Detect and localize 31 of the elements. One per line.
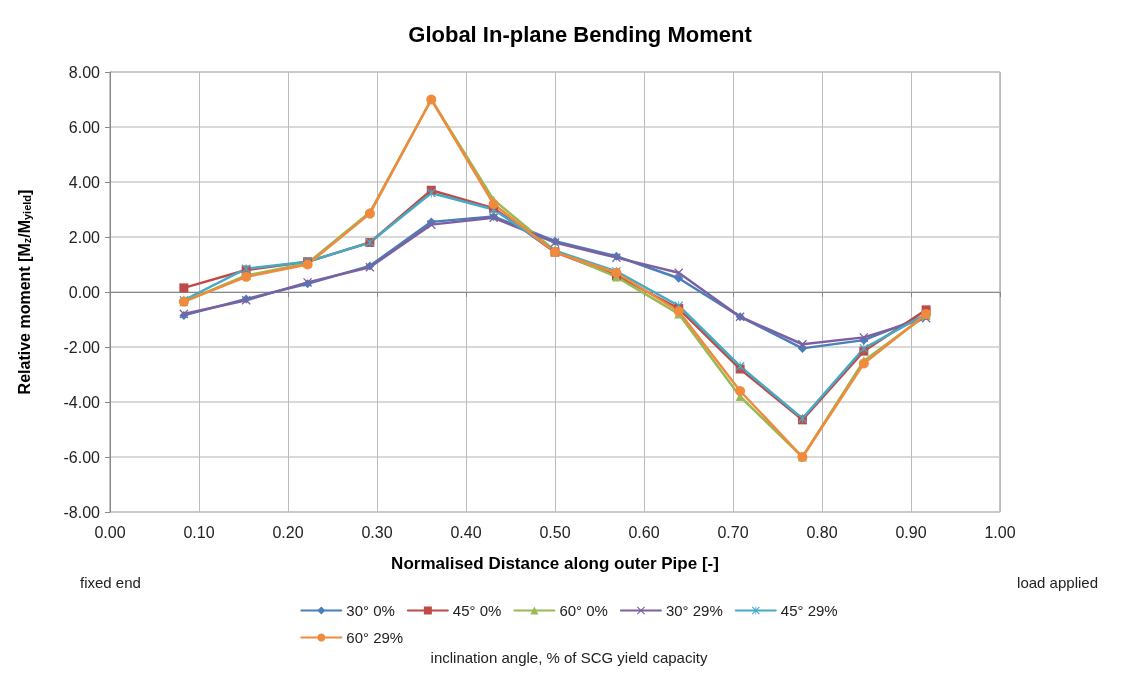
chart-title: Global In-plane Bending Moment bbox=[408, 21, 753, 47]
x-tick-label: 0.20 bbox=[272, 523, 304, 541]
legend-label: 45° 29% bbox=[780, 602, 838, 619]
y-tick-label: -6.00 bbox=[63, 448, 101, 466]
x-tick-label: 0.40 bbox=[450, 523, 482, 541]
y-tick-label: -8.00 bbox=[63, 503, 101, 521]
x-tick-label: 0.50 bbox=[539, 523, 571, 541]
y-tick-label: -2.00 bbox=[63, 338, 101, 356]
y-tick-label: 6.00 bbox=[68, 118, 101, 136]
x-tick-label: 0.10 bbox=[183, 523, 215, 541]
x-tick-label: 0.90 bbox=[895, 523, 927, 541]
x-tick-label: 0.30 bbox=[361, 523, 393, 541]
legend-label: 30° 0% bbox=[346, 602, 395, 619]
text: fixed end bbox=[80, 574, 141, 591]
y-tick-label: 8.00 bbox=[68, 63, 101, 81]
legend-label: 60° 29% bbox=[346, 629, 404, 646]
legend-title: inclination angle, % of SCG yield capacity bbox=[430, 649, 708, 666]
text: load applied bbox=[1017, 574, 1098, 591]
x-tick-label: 1.00 bbox=[984, 523, 1016, 541]
legend-label: 60° 0% bbox=[559, 602, 608, 619]
x-tick-label: 0.80 bbox=[806, 523, 838, 541]
y-tick-label: 2.00 bbox=[68, 228, 101, 246]
x-tick-label: 0.70 bbox=[717, 523, 749, 541]
legend-label: 45° 0% bbox=[452, 602, 502, 619]
x-tick-label: 0.00 bbox=[94, 523, 126, 541]
y-tick-label: 0.00 bbox=[68, 283, 101, 301]
y-tick-label: -4.00 bbox=[63, 393, 101, 411]
y-tick-label: 4.00 bbox=[68, 173, 101, 191]
legend-label: 30° 29% bbox=[665, 602, 723, 619]
x-axis-title: Normalised Distance along outer Pipe [-] bbox=[391, 554, 719, 573]
x-tick-label: 0.60 bbox=[628, 523, 660, 541]
